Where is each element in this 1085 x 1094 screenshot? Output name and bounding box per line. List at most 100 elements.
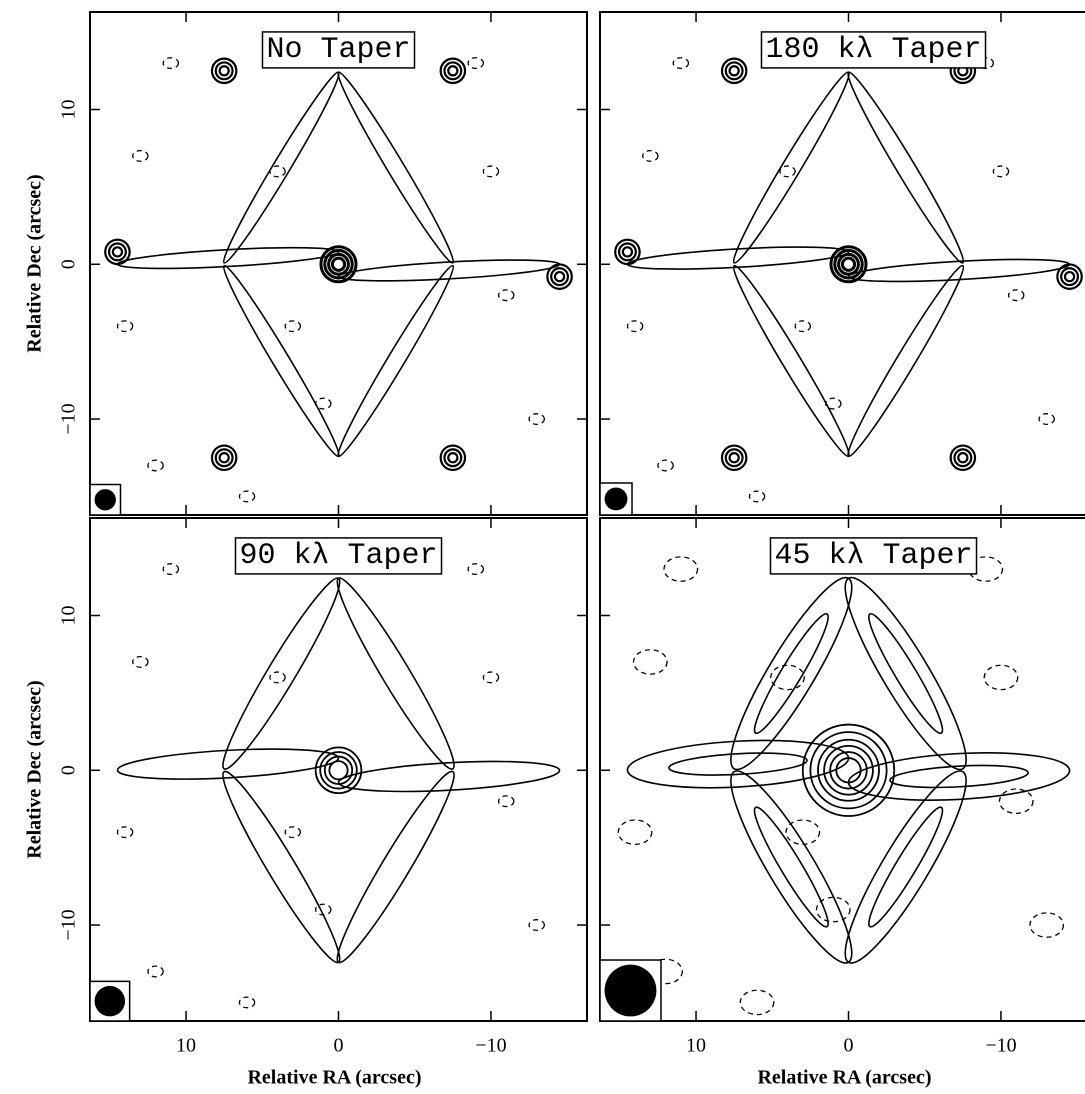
x-tick-label: 0 <box>844 1035 854 1057</box>
contour <box>861 802 950 932</box>
contour <box>327 765 465 970</box>
contour <box>163 564 178 575</box>
contour <box>861 609 950 739</box>
contour <box>634 650 668 674</box>
contour <box>448 66 457 75</box>
contour <box>730 66 739 75</box>
contour <box>133 657 148 668</box>
contour <box>338 757 561 797</box>
plot-frame <box>90 518 587 1021</box>
contour <box>212 571 350 776</box>
plot-frame <box>90 12 587 515</box>
contour <box>444 62 461 79</box>
contour <box>619 244 636 261</box>
contour <box>448 453 457 462</box>
contour <box>664 557 698 581</box>
x-tick-label: 10 <box>176 1035 196 1057</box>
contour <box>842 258 854 270</box>
contour <box>1009 290 1024 301</box>
contour <box>658 460 673 471</box>
y-tick-label: 10 <box>58 606 80 626</box>
contour <box>993 166 1008 177</box>
contour <box>499 796 514 807</box>
contour <box>816 897 850 921</box>
contour <box>715 566 869 780</box>
contour <box>958 453 967 462</box>
contour <box>468 564 483 575</box>
contour <box>771 665 805 689</box>
contour <box>810 732 886 808</box>
contour <box>332 258 344 270</box>
panel-title: 45 kλ Taper <box>774 539 972 573</box>
contour <box>726 68 856 268</box>
contour <box>1030 913 1064 937</box>
contour <box>984 665 1018 689</box>
contour <box>529 414 544 425</box>
contour <box>795 321 810 332</box>
y-tick-label: 0 <box>58 259 80 269</box>
contour <box>212 765 350 970</box>
plot-frame <box>600 518 1085 1021</box>
y-axis-label: Relative Dec (arcsec) <box>24 680 46 858</box>
contour <box>468 58 483 69</box>
contour <box>1039 414 1054 425</box>
contours <box>615 58 1082 502</box>
x-tick-label: −10 <box>985 1035 1016 1057</box>
contour <box>747 609 836 739</box>
panel-title: No Taper <box>266 33 410 67</box>
contour <box>555 272 564 281</box>
contour <box>626 735 850 793</box>
contour <box>715 760 869 974</box>
contour <box>117 321 132 332</box>
x-axis-label: Relative RA (arcsec) <box>247 1067 421 1089</box>
y-tick-label: 10 <box>58 100 80 120</box>
contour <box>1065 272 1074 281</box>
contour <box>329 761 347 779</box>
contour <box>239 997 254 1008</box>
contours <box>105 58 572 502</box>
panel-title: 90 kλ Taper <box>239 539 437 573</box>
contour <box>673 58 688 69</box>
panel: −10010Relative Dec (arcsec)No Taper <box>24 12 587 515</box>
panel-title: 180 kλ Taper <box>765 33 981 67</box>
contour <box>747 802 836 932</box>
contour <box>726 62 743 79</box>
contour <box>117 744 340 784</box>
contour <box>483 166 498 177</box>
contour <box>841 261 971 461</box>
y-tick-label: 0 <box>58 765 80 775</box>
contour <box>316 747 362 793</box>
y-tick-label: −10 <box>58 909 80 940</box>
contour <box>285 321 300 332</box>
contour <box>163 58 178 69</box>
contour <box>780 166 795 177</box>
x-tick-label: −10 <box>475 1035 506 1057</box>
contour <box>847 748 1071 806</box>
contour <box>220 453 229 462</box>
contour <box>113 247 122 256</box>
contour <box>148 460 163 471</box>
contour <box>327 571 465 776</box>
contour <box>829 566 983 780</box>
y-axis-label: Relative Dec (arcsec) <box>24 174 46 352</box>
contour <box>668 750 807 778</box>
contour <box>824 746 873 795</box>
contour <box>726 261 856 461</box>
contour <box>618 820 652 844</box>
contour <box>331 261 460 460</box>
contour <box>818 740 879 801</box>
contour <box>954 449 971 466</box>
contour <box>216 62 233 79</box>
contour <box>216 449 233 466</box>
beam <box>95 489 116 510</box>
contour <box>133 151 148 162</box>
x-axis-label: Relative RA (arcsec) <box>757 1067 931 1089</box>
contour <box>829 760 983 974</box>
contour <box>643 151 658 162</box>
x-tick-label: 10 <box>686 1035 706 1057</box>
contour <box>483 672 498 683</box>
contour <box>239 491 254 502</box>
contour <box>217 68 346 267</box>
contour <box>726 449 743 466</box>
